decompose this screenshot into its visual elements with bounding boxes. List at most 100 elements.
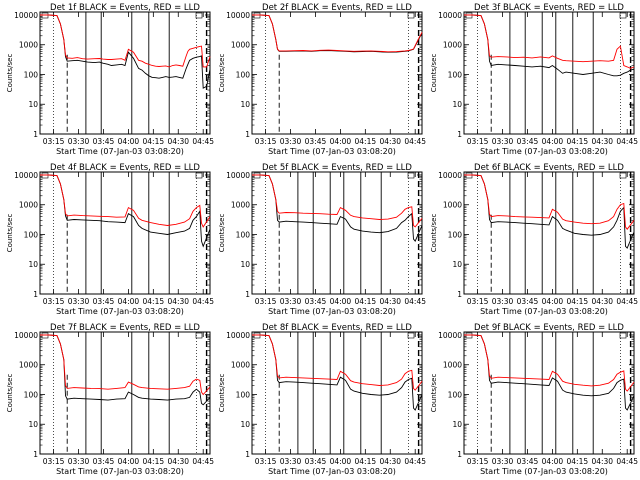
x-tick-label: 04:45 xyxy=(192,297,214,306)
y-tick-label: 1 xyxy=(245,130,250,139)
x-tick-label: 04:00 xyxy=(118,457,140,466)
y-tick-label: 1 xyxy=(245,290,250,299)
corner-marker xyxy=(407,12,415,19)
x-tick-label: 04:15 xyxy=(143,297,165,306)
x-tick-label: 04:15 xyxy=(567,457,589,466)
y-tick-label: 10 xyxy=(240,260,250,269)
x-tick-label: 03:45 xyxy=(517,297,539,306)
series-events-line xyxy=(464,14,635,77)
series-lld-line xyxy=(40,14,211,68)
corner-marker xyxy=(41,12,49,19)
x-tick-label: 04:30 xyxy=(379,297,401,306)
y-tick-label: 10 xyxy=(452,100,462,109)
corner-marker xyxy=(619,12,627,19)
series-events-line xyxy=(464,174,635,249)
plot-frame xyxy=(463,171,635,295)
y-tick-label: 1 xyxy=(245,450,250,459)
x-tick-label: 04:15 xyxy=(355,137,377,146)
y-tick-label: 100 xyxy=(236,230,251,239)
chart-title: Det 2f BLACK = Events, RED = LLD xyxy=(262,3,412,13)
y-tick-label: 100 xyxy=(448,390,463,399)
x-tick-label: 04:45 xyxy=(404,297,426,306)
chart-title: Det 5f BLACK = Events, RED = LLD xyxy=(262,163,412,173)
x-tick-label: 04:15 xyxy=(143,137,165,146)
y-tick-label: 1 xyxy=(457,290,462,299)
x-tick-label: 03:15 xyxy=(43,137,65,146)
chart-title: Det 4f BLACK = Events, RED = LLD xyxy=(50,163,200,173)
y-tick-label: 1000 xyxy=(231,201,250,210)
series-lld-line xyxy=(464,174,635,230)
x-tick-label: 03:15 xyxy=(467,137,489,146)
corner-marker xyxy=(407,332,415,339)
y-tick-label: 10 xyxy=(452,260,462,269)
x-tick-label: 03:45 xyxy=(517,457,539,466)
x-axis-label: Start Time (07-Jan-03 03:08:20) xyxy=(268,147,396,156)
y-tick-label: 100 xyxy=(24,230,39,239)
chart-panel-1: Det 1f BLACK = Events, RED = LLD Counts/s… xyxy=(6,3,214,156)
series-lld-line xyxy=(464,14,635,69)
y-tick-label: 1 xyxy=(457,130,462,139)
x-tick-label: 03:45 xyxy=(517,137,539,146)
y-axis-label: Counts/sec xyxy=(6,374,14,413)
x-tick-label: 04:30 xyxy=(167,457,189,466)
x-tick-label: 04:30 xyxy=(379,137,401,146)
corner-marker xyxy=(195,332,203,339)
y-tick-label: 100 xyxy=(24,390,39,399)
x-tick-label: 04:00 xyxy=(330,297,352,306)
y-tick-label: 1000 xyxy=(443,201,462,210)
y-axis-label: Counts/sec xyxy=(218,54,226,93)
y-tick-label: 100 xyxy=(24,70,39,79)
plot-frame xyxy=(39,171,211,295)
x-tick-label: 04:00 xyxy=(542,457,564,466)
x-axis-label: Start Time (07-Jan-03 03:08:20) xyxy=(480,467,608,476)
x-tick-label: 03:30 xyxy=(492,457,514,466)
chart-panel-9: Det 9f BLACK = Events, RED = LLD Counts/s… xyxy=(430,323,638,476)
x-tick-label: 04:30 xyxy=(167,137,189,146)
y-tick-label: 1000 xyxy=(19,201,38,210)
y-tick-label: 10000 xyxy=(14,171,38,180)
y-tick-label: 10000 xyxy=(438,171,462,180)
y-tick-label: 1 xyxy=(457,450,462,459)
y-tick-label: 1000 xyxy=(231,41,250,50)
y-tick-label: 1 xyxy=(33,290,38,299)
series-lld-line xyxy=(252,14,423,53)
x-tick-label: 03:15 xyxy=(255,137,277,146)
series-lld-line xyxy=(40,334,211,396)
x-tick-label: 03:15 xyxy=(43,297,65,306)
x-tick-label: 03:45 xyxy=(93,457,115,466)
y-tick-label: 10000 xyxy=(226,331,250,340)
x-axis-label: Start Time (07-Jan-03 03:08:20) xyxy=(268,307,396,316)
x-tick-label: 04:45 xyxy=(404,137,426,146)
x-tick-label: 04:45 xyxy=(192,137,214,146)
chart-panel-7: Det 7f BLACK = Events, RED = LLD Counts/s… xyxy=(6,323,214,476)
x-tick-label: 03:15 xyxy=(467,297,489,306)
x-tick-label: 04:00 xyxy=(118,297,140,306)
x-tick-label: 03:30 xyxy=(492,137,514,146)
corner-marker xyxy=(465,172,473,179)
corner-marker xyxy=(195,12,203,19)
corner-marker xyxy=(253,332,261,339)
y-tick-label: 1000 xyxy=(231,361,250,370)
x-tick-label: 03:30 xyxy=(68,297,90,306)
chart-panel-6: Det 6f BLACK = Events, RED = LLD Counts/s… xyxy=(430,163,638,316)
x-tick-label: 03:30 xyxy=(68,457,90,466)
chart-panel-3: Det 3f BLACK = Events, RED = LLD Counts/s… xyxy=(430,3,638,156)
y-tick-label: 100 xyxy=(236,390,251,399)
x-tick-label: 04:15 xyxy=(567,137,589,146)
x-tick-label: 03:30 xyxy=(280,137,302,146)
x-tick-label: 04:30 xyxy=(591,137,613,146)
corner-marker xyxy=(253,172,261,179)
x-tick-label: 04:45 xyxy=(192,457,214,466)
chart-panel-2: Det 2f BLACK = Events, RED = LLD Counts/s… xyxy=(218,3,426,156)
x-tick-label: 03:15 xyxy=(467,457,489,466)
y-tick-label: 10 xyxy=(452,420,462,429)
chart-title: Det 9f BLACK = Events, RED = LLD xyxy=(474,323,624,333)
y-tick-label: 1 xyxy=(33,130,38,139)
y-tick-label: 1000 xyxy=(19,361,38,370)
y-axis-label: Counts/sec xyxy=(6,54,14,93)
x-tick-label: 04:00 xyxy=(542,297,564,306)
y-tick-label: 10000 xyxy=(438,331,462,340)
chart-panel-8: Det 8f BLACK = Events, RED = LLD Counts/s… xyxy=(218,323,426,476)
y-tick-label: 10 xyxy=(28,100,38,109)
series-lld-line xyxy=(252,174,423,228)
